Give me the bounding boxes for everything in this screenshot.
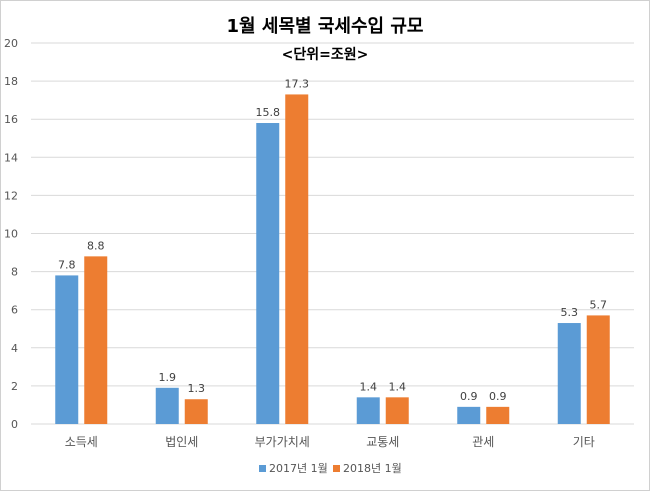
bar-2-1: [84, 256, 108, 424]
y-tick-label: 16: [4, 113, 18, 126]
bar-1-3: [256, 123, 280, 424]
gridlines: [31, 42, 634, 425]
bar-1-4: [356, 397, 380, 424]
y-tick-label: 8: [11, 266, 18, 279]
y-tick-label: 14: [4, 151, 18, 164]
data-label: 0.9: [460, 390, 478, 403]
y-tick-label: 0: [11, 418, 18, 431]
bar-2-2: [184, 399, 208, 424]
category-labels: 소득세 법인세 부가가치세 교통세 관세 기타: [65, 435, 595, 449]
legend-label-1: 2017년 1월: [269, 462, 328, 475]
data-label: 1.4: [389, 380, 407, 393]
data-label: 1.9: [159, 371, 177, 384]
bar-1-2: [155, 387, 179, 424]
y-tick-label: 20: [4, 37, 18, 50]
bar-1-6: [557, 323, 581, 424]
category-label: 법인세: [165, 435, 198, 449]
legend-swatch-2: [333, 465, 340, 472]
data-label: 7.8: [58, 258, 76, 271]
category-label: 교통세: [366, 435, 399, 449]
data-label: 5.7: [590, 298, 608, 311]
bars: [55, 94, 610, 424]
data-label: 5.3: [561, 306, 579, 319]
y-tick-label: 4: [11, 342, 18, 355]
legend-label-2: 2018년 1월: [343, 462, 402, 475]
y-tick-label: 12: [4, 189, 18, 202]
y-axis-ticks: 0 2 4 6 8 10 12 14 16 18 20: [4, 37, 18, 431]
data-label: 1.4: [360, 380, 378, 393]
chart-title: 1월 세목별 국세수입 규모: [227, 15, 424, 37]
category-label: 기타: [573, 435, 595, 449]
bar-2-3: [285, 94, 309, 424]
category-label: 소득세: [65, 435, 98, 449]
y-tick-label: 6: [11, 304, 18, 317]
data-label: 17.3: [285, 77, 310, 90]
y-tick-label: 10: [4, 228, 18, 241]
bar-1-5: [457, 406, 481, 424]
legend-swatch-1: [259, 465, 266, 472]
bar-2-4: [385, 397, 409, 424]
y-tick-label: 18: [4, 75, 18, 88]
data-labels: 7.8 8.8 1.9 1.3 15.8 17.3 1.4 1.4 0.9 0.9 5.3 5.7: [58, 77, 607, 402]
category-label: 관세: [472, 435, 494, 449]
bar-2-6: [586, 315, 610, 424]
data-label: 1.3: [188, 382, 206, 395]
data-label: 15.8: [256, 106, 281, 119]
bar-1-1: [55, 275, 79, 424]
y-tick-label: 2: [11, 380, 18, 393]
data-label: 0.9: [489, 390, 507, 403]
legend: 2017년 1월 2018년 1월: [259, 462, 402, 475]
bar-2-5: [486, 406, 510, 424]
category-label: 부가가치세: [255, 435, 310, 449]
data-label: 8.8: [87, 239, 105, 252]
chart-subtitle: <단위=조원>: [282, 46, 369, 63]
